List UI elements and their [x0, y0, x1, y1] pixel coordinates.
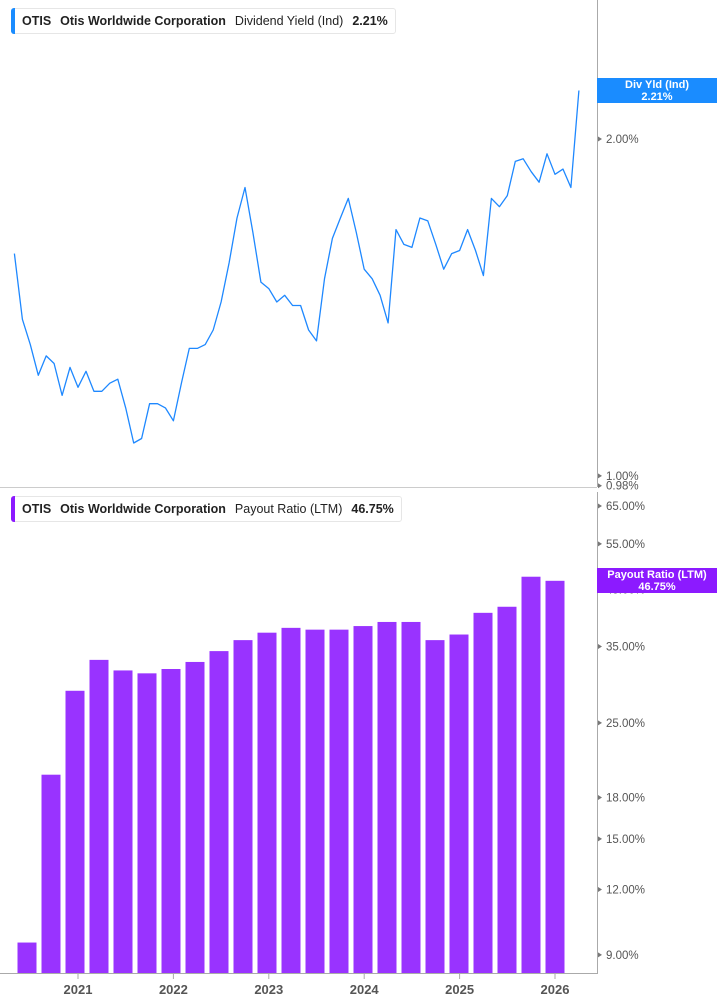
legend-company: Otis Worldwide Corporation: [60, 14, 226, 28]
y-tick-label: 1.00%: [606, 471, 639, 483]
x-tick-label: 2022: [159, 982, 188, 997]
payout-bar: [17, 942, 37, 973]
x-tick-label: 2026: [541, 982, 570, 997]
payout-bar: [113, 670, 133, 973]
dividend-yield-line: [13, 90, 580, 444]
legend-company: Otis Worldwide Corporation: [60, 502, 226, 516]
y-tick-label: 18.00%: [606, 792, 645, 804]
payout-bar: [497, 606, 517, 973]
payout-bar: [353, 626, 373, 973]
payout-bar: [41, 774, 61, 973]
y-tick-label: 55.00%: [606, 539, 645, 551]
y-tick-label: 12.00%: [606, 885, 645, 897]
tick-marker: [598, 483, 602, 489]
payout-bar: [257, 632, 277, 973]
tick-marker: [598, 720, 602, 726]
y-tick-label: 9.00%: [606, 950, 639, 962]
y-tick-label: 65.00%: [606, 501, 645, 513]
flag-label: Div Yld (Ind): [625, 79, 689, 91]
payout-bar: [545, 580, 565, 973]
payout-bar: [449, 634, 469, 973]
y-tick-label: 25.00%: [606, 718, 645, 730]
payout-bar: [281, 627, 301, 973]
tick-marker: [598, 136, 602, 142]
y-tick-label: 0.98%: [606, 481, 639, 493]
tick-marker: [598, 644, 602, 650]
payout-bar: [473, 612, 493, 973]
payout-bar: [329, 629, 349, 973]
payout-bar: [89, 659, 109, 973]
legend-ticker: OTIS: [22, 502, 52, 516]
tick-marker: [598, 541, 602, 547]
y-tick-label: 35.00%: [606, 642, 645, 654]
bottom-legend: OTIS Otis Worldwide Corporation Payout R…: [11, 496, 402, 522]
tick-marker: [598, 952, 602, 958]
payout-bar: [209, 651, 229, 973]
tick-marker: [598, 503, 602, 509]
payout-bar: [161, 669, 181, 973]
payout-bar: [233, 640, 253, 973]
payout-bar: [425, 640, 445, 973]
tick-marker: [598, 887, 602, 893]
payout-value-flag: Payout Ratio (LTM) 46.75%: [597, 568, 717, 593]
x-tick-label: 2021: [64, 982, 93, 997]
flag-value: 2.21%: [641, 91, 673, 103]
payout-bar: [305, 629, 325, 973]
payout-bar: [185, 661, 205, 973]
flag-value: 46.75%: [638, 581, 676, 593]
legend-metric: Dividend Yield (Ind): [234, 14, 344, 28]
flag-label: Payout Ratio (LTM): [607, 569, 707, 581]
payout-bar: [65, 690, 85, 973]
payout-bar: [521, 576, 541, 973]
payout-bar: [401, 621, 421, 973]
payout-bar: [377, 621, 397, 973]
y-tick-label: 15.00%: [606, 834, 645, 846]
payout-bar: [137, 673, 157, 973]
yield-value-flag: Div Yld (Ind) 2.21%: [597, 78, 717, 103]
tick-marker: [598, 794, 602, 800]
tick-marker: [598, 836, 602, 842]
x-tick-label: 2025: [445, 982, 474, 997]
legend-metric: Payout Ratio (LTM): [234, 502, 343, 516]
legend-accent: [11, 496, 15, 522]
x-tick-label: 2024: [350, 982, 380, 997]
legend-value: 2.21%: [352, 14, 388, 28]
y-tick-label: 2.00%: [606, 134, 639, 146]
x-tick-label: 2023: [254, 982, 283, 997]
top-legend: OTIS Otis Worldwide Corporation Dividend…: [11, 8, 396, 34]
tick-marker: [598, 473, 602, 479]
legend-accent: [11, 8, 15, 34]
legend-ticker: OTIS: [22, 14, 52, 28]
legend-value: 46.75%: [351, 502, 394, 516]
